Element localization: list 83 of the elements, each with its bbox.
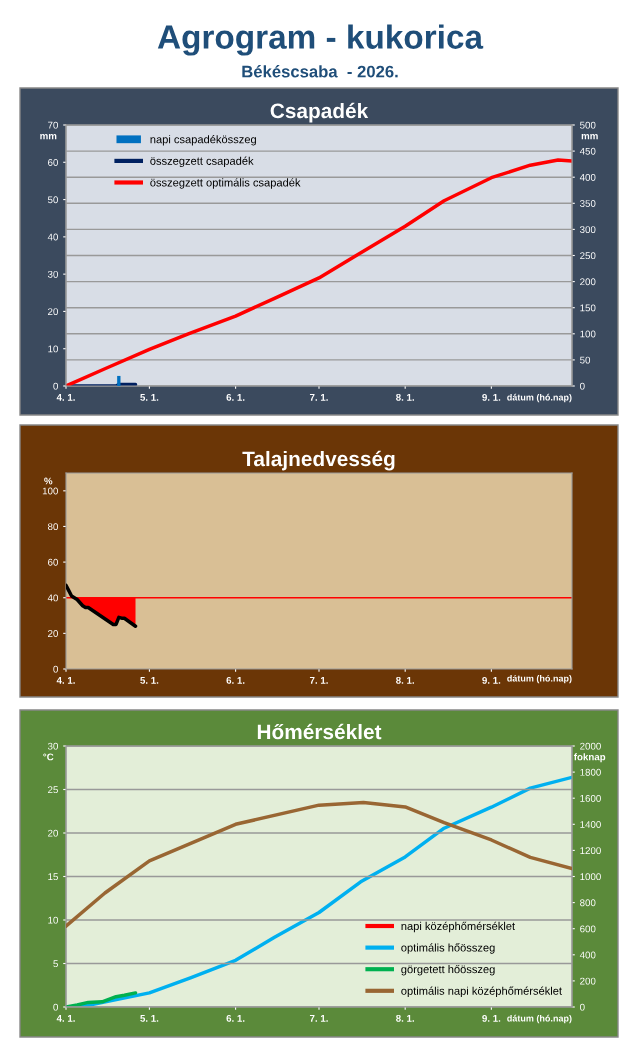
x-tick-label: 4. 1. [56,677,75,684]
x-axis-title: dátum (hó.nap) [507,1014,572,1024]
y-tick-label: 80 [47,523,58,531]
y-tick-label: 30 [47,270,58,278]
y2-tick-label: 150 [580,304,596,312]
x-tick-label: 5. 1. [140,394,159,401]
y-axis-title: % [44,477,53,485]
y-tick-label: 70 [48,121,58,129]
x-tick-label: 8. 1. [396,676,414,684]
legend-label: napi középhőmérséklet [401,921,515,933]
y-tick-label: 100 [42,487,58,495]
x-tick-label: 7. 1. [309,394,328,401]
y2-tick-label: 800 [580,899,596,907]
x-tick-label: 4. 1. [56,1015,75,1022]
x-tick-label: 9. 1. [482,393,501,401]
x-axis-title: dátum (hó.nap) [507,393,572,403]
line-series [66,583,138,628]
x-tick-label: 7. 1. [309,1015,328,1022]
y2-tick-label: 0 [580,1003,585,1011]
legend-label: görgetett hőösszeg [401,964,495,976]
y-tick-label: 10 [48,916,58,924]
x-tick-label: 9. 1. [482,1014,501,1022]
x-tick-label: 8. 1. [396,393,414,401]
x-tick-label: 6. 1. [226,393,245,401]
legend-label: összegzett csapadék [150,156,254,168]
y2-tick-label: 200 [580,977,596,985]
chart-title: Csapadék [270,102,369,123]
y2-tick-label: 50 [580,356,591,364]
y-tick-label: 40 [47,233,58,241]
y2-tick-label: 400 [579,951,596,959]
y-tick-label: 50 [47,196,58,204]
x-tick-label: 5. 1. [140,677,159,684]
y2-tick-label: 1800 [580,768,601,776]
y-tick-label: 25 [48,786,58,794]
y2-tick-label: 500 [580,121,596,129]
y-tick-label: 30 [47,742,58,750]
x-tick-label: 7. 1. [309,677,328,684]
y-axis-title: mm [40,134,57,140]
x-tick-label: 8. 1. [396,1014,414,1022]
x-tick-label: 9. 1. [482,676,501,684]
y2-tick-label: 1400 [580,821,601,828]
y2-tick-label: 350 [580,200,596,207]
y-tick-label: 60 [48,558,58,566]
y-tick-label: 40 [47,594,58,602]
x-axis-title: dátum (hó.nap) [507,674,572,684]
x-tick-label: 6. 1. [226,1014,245,1022]
y2-tick-label: 0 [580,382,585,390]
y2-tick-label: 300 [580,226,596,234]
y2-tick-label: 100 [580,330,596,338]
chart-title: Talajnedvesség [242,450,395,471]
x-tick-label: 5. 1. [140,1015,159,1022]
y-tick-label: 0 [53,1003,58,1011]
y2-tick-label: 1000 [580,873,601,881]
x-tick-label: 4. 1. [56,394,75,401]
y-tick-label: 20 [48,630,58,637]
legend-label: összegzett optimális csapadék [150,178,301,189]
y-axis-title: °C [43,753,54,761]
y2-tick-label: 2000 [580,742,601,750]
y-tick-label: 20 [48,829,58,837]
y-tick-label: 0 [53,665,58,673]
y2-axis-title: foknap [573,753,606,763]
chart-title: Hőmérséklet [257,723,382,740]
y-tick-label: 60 [48,159,58,166]
y-tick-label: 20 [48,308,58,316]
y2-tick-label: 1200 [580,847,601,855]
legend-label: optimális hőösszeg [401,943,495,954]
y-tick-label: 5 [53,960,58,968]
line-series [66,991,138,1007]
text: Békéscsaba - 2026. [242,65,398,78]
y-tick-label: 15 [48,873,58,881]
y2-tick-label: 200 [580,278,596,286]
legend-label: optimális napi középhőmérséklet [401,986,562,997]
y2-tick-label: 1600 [580,794,601,802]
y-tick-label: 10 [48,345,58,353]
text: Agrogram - kukorica [157,24,484,56]
y2-tick-label: 600 [580,925,596,933]
y2-tick-label: 400 [579,173,596,181]
y2-tick-label: 450 [579,147,596,155]
y2-tick-label: 250 [580,252,596,260]
legend-label: napi csapadékösszeg [150,135,256,146]
x-tick-label: 6. 1. [226,676,245,684]
y2-axis-title: mm [581,134,598,140]
y-tick-label: 0 [53,382,58,390]
